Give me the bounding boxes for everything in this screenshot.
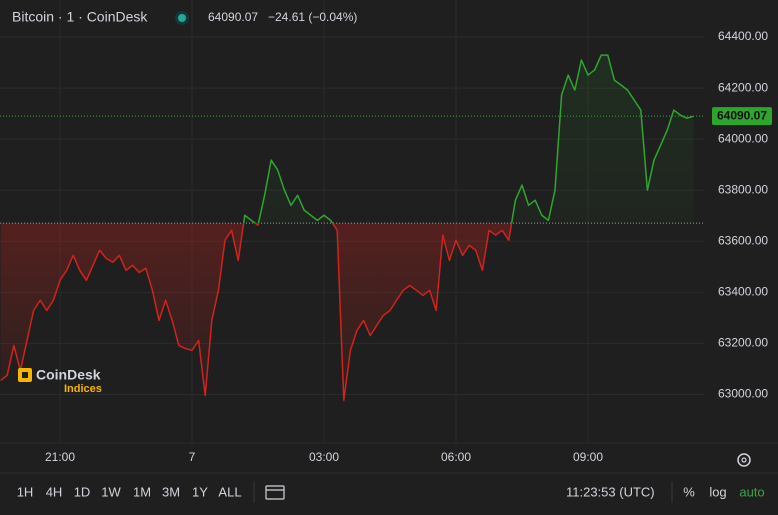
compare-icon[interactable] [265,485,285,500]
range-button[interactable]: 1M [133,484,151,499]
y-tick-label: 63400.00 [718,285,768,299]
y-tick-label: 63800.00 [718,182,768,196]
x-tick-label: 03:00 [309,450,339,464]
range-button[interactable]: 4H [46,484,63,499]
range-button[interactable]: 1D [74,484,91,499]
range-button[interactable]: ALL [218,484,241,499]
y-tick-label: 63000.00 [718,387,768,401]
last-price-label: 64090.07 [717,108,767,122]
settings-gear-center[interactable] [741,457,747,463]
y-tick-label: 64200.00 [718,80,768,94]
range-button[interactable]: 3M [162,484,180,499]
y-tick-label: 64000.00 [718,131,768,145]
y-tick-label: 64400.00 [718,29,768,43]
date-range-icon[interactable] [265,485,285,500]
settings-icon[interactable] [737,453,751,467]
header-price: 64090.07 [208,10,258,24]
logo-icon-hole [22,372,28,378]
header-change: −24.61 (−0.04%) [268,10,357,24]
axis-option[interactable]: % [683,484,695,499]
range-button[interactable]: 1W [101,484,121,499]
baseline-area [0,55,694,401]
x-tick-label: 06:00 [441,450,471,464]
x-tick-label: 7 [189,450,196,464]
last-price-badge [712,107,772,126]
y-tick-label: 63600.00 [718,233,768,247]
settings-gear[interactable] [737,453,751,467]
x-tick-label: 09:00 [573,450,603,464]
y-tick-label: 63200.00 [718,336,768,350]
symbol-title: Bitcoin · 1 · CoinDesk [12,9,148,25]
axis-option[interactable]: auto [739,484,764,499]
x-tick-label: 21:00 [45,450,75,464]
logo-sub: Indices [64,383,102,395]
logo-name: CoinDesk [36,367,101,383]
range-button[interactable]: 1Y [192,484,208,499]
status-dot [178,14,186,22]
clock: 11:23:53 (UTC) [566,484,655,499]
logo: CoinDesk Indices [18,367,102,395]
range-button[interactable]: 1H [17,484,34,499]
axis-option[interactable]: log [709,484,726,499]
price-line [0,54,694,402]
